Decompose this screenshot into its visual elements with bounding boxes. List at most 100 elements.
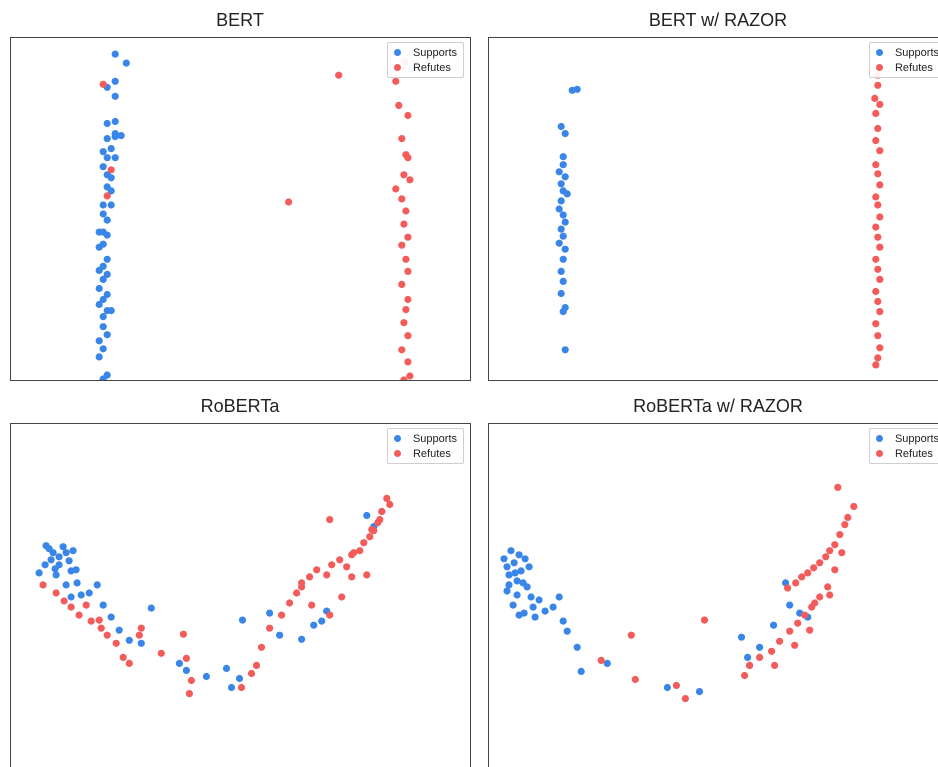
refutes-point bbox=[822, 553, 830, 561]
scatter-plot bbox=[95, 50, 414, 380]
supports-point bbox=[557, 289, 565, 298]
refutes-point bbox=[247, 669, 256, 678]
supports-point bbox=[227, 683, 236, 692]
scatter-plot bbox=[35, 494, 394, 698]
refutes-point bbox=[872, 223, 880, 231]
supports-point bbox=[744, 653, 752, 661]
supports-point bbox=[115, 626, 123, 634]
refutes-point bbox=[376, 516, 384, 524]
refutes-point bbox=[681, 695, 689, 703]
legend-label: Refutes bbox=[894, 447, 933, 460]
supports-point bbox=[507, 547, 515, 555]
refutes-point bbox=[336, 556, 344, 564]
supports-point bbox=[756, 643, 764, 651]
refutes-point bbox=[810, 564, 818, 572]
legend-item-refutes: Refutes bbox=[875, 60, 938, 75]
refutes-point bbox=[876, 181, 884, 189]
supports-point bbox=[147, 604, 155, 612]
supports-point bbox=[503, 587, 511, 595]
chart-title: BERT w/ RAZOR bbox=[648, 10, 788, 30]
supports-point bbox=[103, 270, 111, 278]
legend-label: Supports bbox=[412, 46, 457, 59]
refutes-point bbox=[811, 599, 819, 607]
refutes-point bbox=[400, 376, 408, 380]
refutes-point bbox=[836, 531, 844, 539]
refutes-point bbox=[67, 603, 75, 611]
supports-point bbox=[559, 255, 567, 263]
refutes-point bbox=[285, 198, 293, 206]
legend-item-refutes: Refutes bbox=[393, 60, 457, 75]
supports-point bbox=[573, 643, 581, 651]
supports-point bbox=[95, 228, 103, 236]
refutes-point bbox=[876, 213, 884, 221]
supports-point bbox=[95, 243, 103, 251]
refutes-point bbox=[82, 601, 90, 609]
chart-title: RoBERTa w/ RAZOR bbox=[633, 396, 803, 416]
refutes-point bbox=[876, 100, 884, 108]
refutes-point bbox=[872, 320, 880, 328]
legend-item-supports: Supports bbox=[393, 45, 457, 60]
supports-point bbox=[99, 210, 107, 218]
refutes-point bbox=[135, 631, 143, 639]
refutes-point bbox=[404, 267, 412, 275]
refutes-point bbox=[395, 101, 403, 109]
refutes-point bbox=[872, 255, 880, 263]
refutes-point bbox=[876, 275, 884, 283]
refutes-marker bbox=[393, 450, 401, 457]
supports-point bbox=[557, 225, 565, 233]
refutes-point bbox=[103, 631, 111, 639]
refutes-point bbox=[826, 547, 834, 555]
legend-item-refutes: Refutes bbox=[393, 446, 457, 461]
supports-point bbox=[99, 313, 107, 321]
supports-point bbox=[117, 132, 125, 140]
refutes-point bbox=[187, 676, 195, 685]
refutes-point bbox=[804, 569, 812, 577]
supports-point bbox=[577, 667, 585, 675]
refutes-point bbox=[293, 589, 301, 597]
supports-point bbox=[65, 557, 73, 565]
supports-point bbox=[175, 659, 183, 667]
supports-point bbox=[47, 556, 55, 564]
refutes-point bbox=[672, 681, 680, 690]
supports-point bbox=[77, 591, 85, 599]
supports-point bbox=[557, 122, 565, 131]
supports-point bbox=[99, 345, 107, 353]
refutes-point bbox=[338, 593, 346, 601]
refutes-point bbox=[400, 319, 408, 327]
supports-point bbox=[770, 621, 778, 629]
supports-point bbox=[103, 216, 111, 224]
supports-point bbox=[85, 589, 93, 597]
refutes-point bbox=[597, 656, 605, 664]
supports-point bbox=[527, 593, 535, 601]
refutes-point bbox=[237, 683, 246, 692]
refutes-point bbox=[323, 571, 331, 579]
supports-point bbox=[510, 559, 518, 567]
supports-point bbox=[122, 59, 130, 67]
refutes-point bbox=[348, 573, 356, 581]
supports-point bbox=[103, 255, 111, 263]
supports-point bbox=[103, 231, 111, 239]
refutes-point bbox=[786, 627, 794, 635]
supports-point bbox=[99, 148, 107, 156]
refutes-point bbox=[326, 516, 334, 524]
supports-point bbox=[786, 601, 794, 609]
supports-point bbox=[99, 601, 107, 609]
chart-title: RoBERTa bbox=[200, 396, 280, 416]
refutes-point bbox=[95, 616, 103, 624]
refutes-point bbox=[831, 541, 839, 549]
refutes-point bbox=[872, 193, 880, 201]
supports-point bbox=[535, 596, 543, 604]
refutes-point bbox=[824, 583, 832, 591]
refutes-point bbox=[266, 624, 274, 632]
refutes-point bbox=[876, 308, 884, 316]
supports-point bbox=[182, 666, 190, 674]
supports-point bbox=[95, 300, 103, 309]
supports-point bbox=[363, 511, 371, 520]
refutes-point bbox=[406, 372, 414, 380]
refutes-point bbox=[874, 297, 882, 306]
supports-point bbox=[235, 674, 244, 683]
supports-point bbox=[62, 549, 70, 557]
supports-point bbox=[69, 547, 77, 555]
supports-point bbox=[107, 174, 115, 182]
supports-point bbox=[561, 173, 569, 181]
